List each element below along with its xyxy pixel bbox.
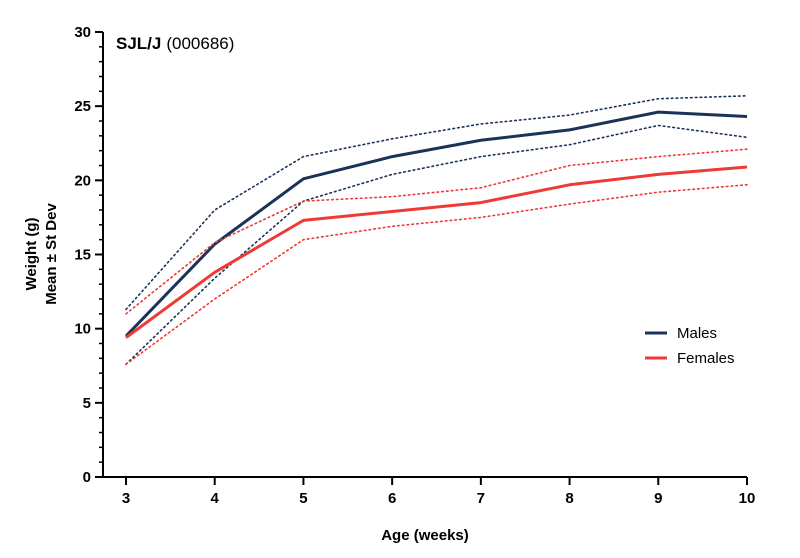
x-tick-label: 7 [477, 490, 485, 507]
males-mean-line [124, 110, 748, 338]
chart-title: SJL/J (000686) [116, 34, 234, 53]
y-axis-title: Weight (g) Mean ± St Dev [23, 203, 60, 305]
series-layer [124, 94, 748, 366]
x-tick-label: 6 [388, 490, 396, 507]
x-tick-label: 9 [654, 490, 662, 507]
x-axis-title: Age (weeks) [381, 527, 469, 544]
x-tick-label: 5 [299, 490, 307, 507]
y-tick-label: 5 [83, 395, 91, 412]
x-tick-label: 10 [739, 490, 756, 507]
y-tick-label: 15 [74, 247, 91, 264]
y-tick-label: 10 [74, 321, 91, 338]
x-tick-label: 4 [211, 490, 220, 507]
y-axis-title-line1: Weight (g) [23, 217, 40, 290]
chart-title-main: SJL/J [116, 34, 161, 53]
y-axis-title-line2: Mean ± St Dev [43, 203, 60, 305]
legend: Males Females [645, 325, 735, 367]
chart-title-suffix: (000686) [166, 34, 234, 53]
axes: 0 5 10 15 20 25 30 3 4 5 6 7 8 9 10 [74, 24, 755, 507]
males-lower-sd-line [125, 124, 748, 366]
males-upper-sd-line [125, 94, 748, 311]
legend-label-females: Females [677, 350, 735, 367]
y-tick-label: 30 [74, 24, 91, 41]
females-upper-sd-line [125, 148, 748, 315]
y-tick-label: 0 [83, 469, 91, 486]
x-tick-label: 3 [122, 490, 130, 507]
x-tick-label: 8 [565, 490, 573, 507]
females-mean-line [125, 165, 748, 339]
y-tick-label: 20 [74, 172, 91, 189]
legend-label-males: Males [677, 325, 717, 342]
y-tick-label: 25 [74, 98, 91, 115]
females-lower-sd-line [125, 183, 748, 366]
